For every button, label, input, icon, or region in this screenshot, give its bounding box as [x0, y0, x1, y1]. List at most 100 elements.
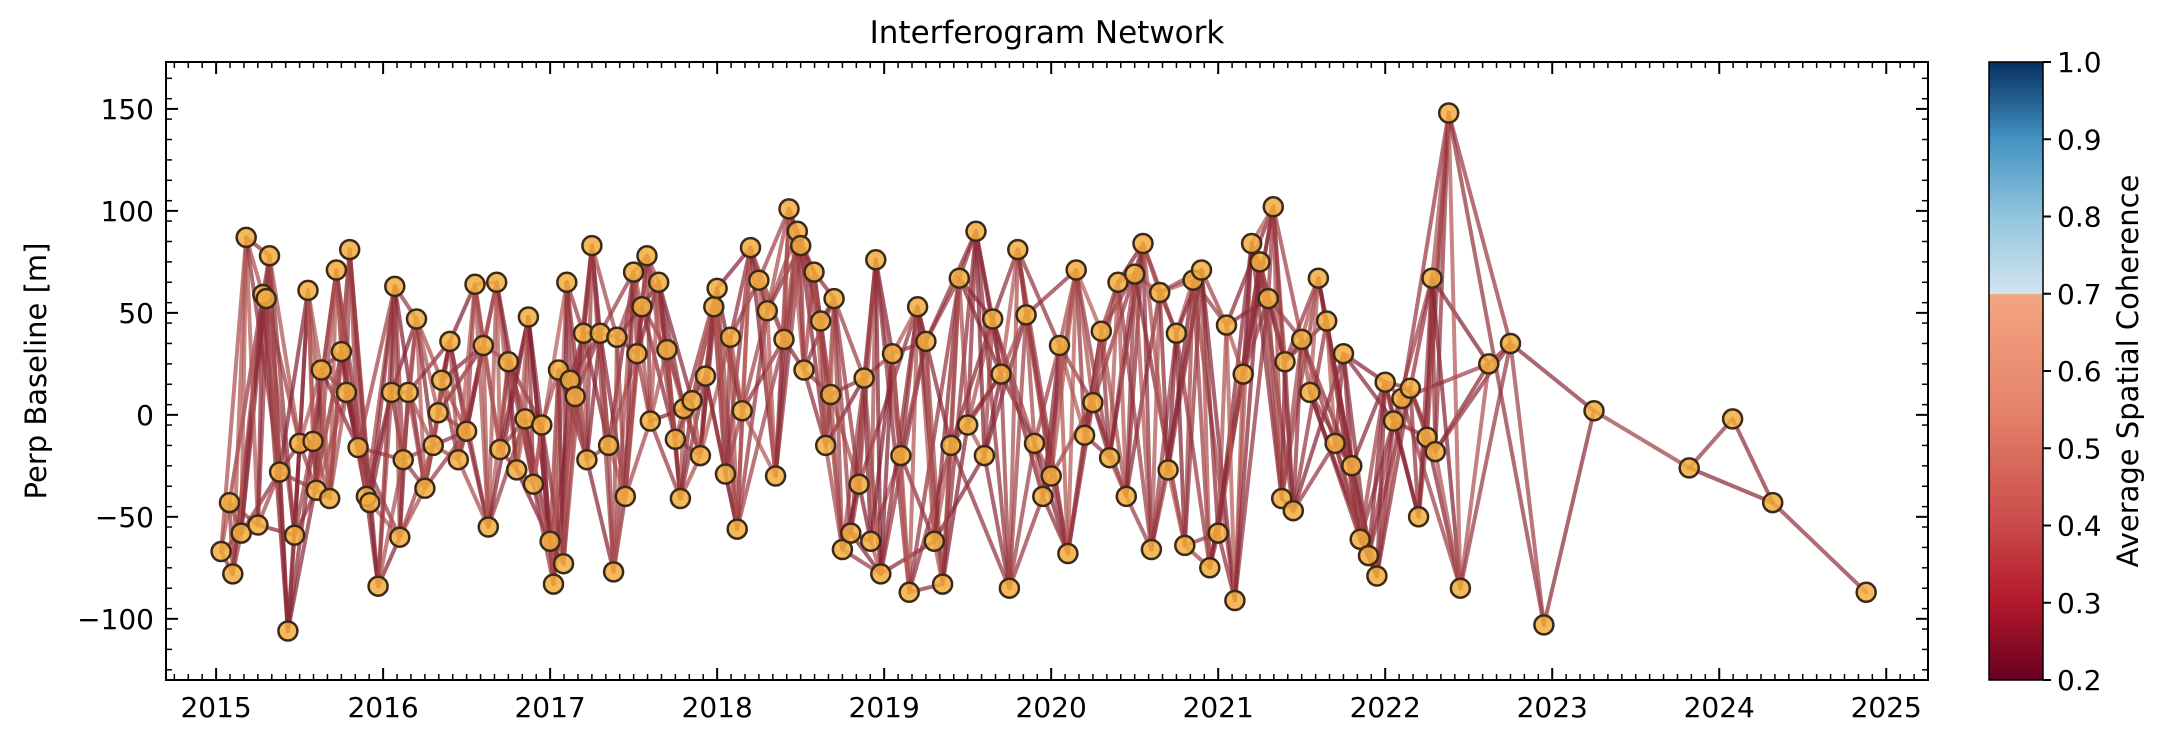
acquisition-point: [860, 530, 882, 553]
pair-line: [1433, 449, 1463, 591]
acquisition-point: [1307, 267, 1330, 289]
pair-line: [1074, 268, 1112, 460]
pair-line: [1090, 329, 1104, 405]
pair-line: [1074, 268, 1087, 438]
acquisition-point: [472, 334, 495, 357]
pair-line: [239, 235, 249, 536]
chart-title: Interferogram Network: [870, 15, 1225, 51]
acquisition-points: [210, 102, 1877, 642]
acquisition-point: [681, 389, 703, 412]
pair-line: [1283, 359, 1296, 513]
acquisition-point: [335, 381, 358, 404]
pair-line: [606, 351, 639, 448]
acquisition-point: [210, 540, 232, 563]
acquisition-point: [890, 444, 912, 467]
acquisition-point: [464, 273, 486, 296]
acquisition-point: [689, 444, 712, 467]
acquisition-point: [703, 296, 725, 318]
pair-line: [932, 453, 987, 544]
pair-line: [1541, 408, 1596, 627]
acquisition-point: [1082, 391, 1104, 414]
pair-line: [464, 282, 477, 434]
acquisition-point: [1357, 544, 1380, 567]
pair-line: [648, 280, 661, 423]
pair-line: [598, 270, 636, 336]
pair-line: [1157, 290, 1171, 472]
acquisition-point: [664, 428, 687, 451]
pair-line: [1049, 268, 1079, 478]
pair-line: [1032, 343, 1062, 446]
acquisition-point: [497, 351, 520, 373]
pair-line: [982, 317, 995, 458]
pair-line: [1770, 500, 1869, 595]
pair-line: [878, 351, 895, 576]
pair-line: [1024, 268, 1079, 317]
acquisition-point: [1207, 522, 1229, 544]
pair-line: [486, 280, 499, 529]
pair-line: [873, 257, 883, 576]
acquisition-point: [606, 326, 628, 349]
pair-line: [611, 335, 619, 574]
acquisition-point: [430, 369, 453, 391]
pair-line: [1149, 290, 1162, 552]
pair-line: [1458, 361, 1491, 591]
pair-line: [292, 439, 315, 538]
pair-line: [645, 253, 653, 423]
pair-line: [277, 288, 310, 474]
acquisition-point: [714, 463, 737, 485]
acquisition-point: [870, 563, 892, 585]
acquisition-point: [1224, 589, 1246, 612]
pair-line: [728, 335, 740, 532]
y-axis-label: Perp Baseline [m]: [19, 243, 53, 500]
acquisition-point: [647, 271, 670, 294]
acquisition-point: [347, 436, 369, 459]
acquisition-point: [726, 518, 748, 540]
pair-line: [1271, 204, 1304, 342]
colorbar-ticks: 0.2 0.3 0.4 0.5 0.6 0.7 0.8 0.9 1.0: [2043, 46, 2102, 697]
x-axis-ticks: 2015 2016 2017 2018 2019 2020 2021 2022 2023 2024…: [173, 62, 1929, 724]
colorbar: [1988, 61, 2044, 681]
x-tick-label: 2022: [1350, 691, 1421, 724]
pair-line: [1015, 247, 1062, 348]
acquisition-point: [1165, 322, 1188, 345]
acquisition-point: [1257, 287, 1280, 310]
pair-line: [1007, 494, 1045, 591]
pair-line: [898, 304, 920, 458]
colorbar-tick-label: 0.7: [2057, 278, 2102, 311]
pair-line: [1308, 276, 1321, 395]
pair-line: [1291, 337, 1304, 513]
acquisition-point: [1399, 377, 1422, 400]
colorbar-tick-label: 0.8: [2057, 201, 2102, 234]
acquisition-point: [218, 491, 241, 514]
acquisition-point: [881, 342, 904, 365]
acquisition-point: [552, 552, 575, 575]
pair-line: [1216, 531, 1237, 603]
acquisition-point: [1299, 381, 1321, 404]
x-tick-label: 2023: [1517, 691, 1588, 724]
pair-line: [1065, 268, 1079, 556]
colorbar-tick-label: 0.4: [2057, 510, 2102, 543]
acquisition-point: [764, 465, 787, 487]
acquisition-point: [230, 522, 252, 544]
pair-line: [1687, 416, 1735, 470]
acquisition-point: [1115, 485, 1138, 508]
acquisition-point: [255, 287, 277, 310]
acquisition-point: [1678, 457, 1700, 479]
pair-line: [623, 419, 653, 499]
pair-line: [740, 408, 778, 478]
pair-line: [414, 317, 444, 383]
acquisition-point: [778, 198, 800, 220]
acquisition-point: [1249, 251, 1271, 273]
acquisition-point: [998, 577, 1021, 599]
pair-line: [392, 284, 406, 462]
acquisition-point: [522, 473, 545, 495]
y-tick-label: −100: [77, 603, 154, 636]
acquisition-point: [853, 367, 875, 389]
acquisition-point: [1374, 371, 1396, 393]
acquisition-point: [631, 296, 653, 318]
pair-line: [1174, 331, 1212, 570]
pair-line: [1166, 467, 1187, 548]
y-tick-label: −50: [95, 501, 154, 534]
pair-line: [589, 243, 619, 340]
acquisition-point: [1855, 581, 1877, 604]
